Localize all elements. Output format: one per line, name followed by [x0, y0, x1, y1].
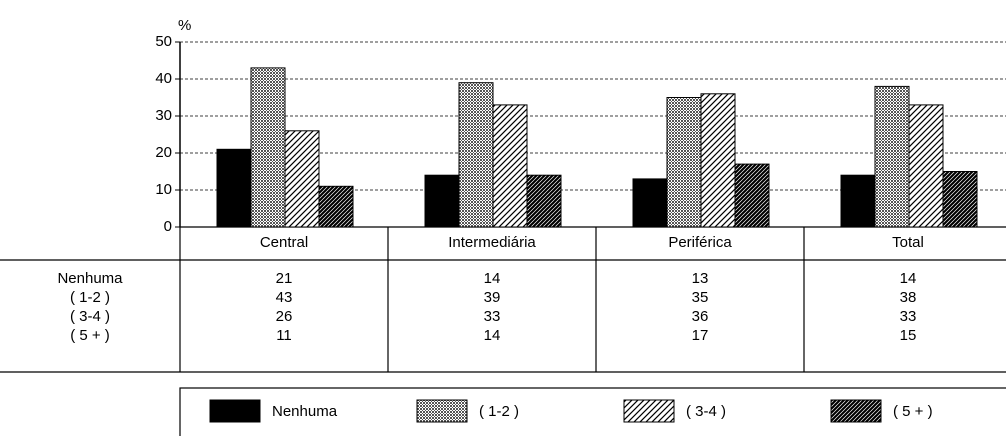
y-tick-label: 0: [164, 218, 172, 235]
legend-label: ( 1-2 ): [479, 403, 519, 420]
table-value: 33: [900, 308, 917, 325]
table-value: 43: [276, 289, 293, 306]
y-tick-label: 10: [155, 181, 172, 198]
legend-swatch: [209, 399, 261, 423]
bar: [318, 185, 354, 228]
table-value: 33: [484, 308, 501, 325]
legend-label: Nenhuma: [272, 403, 338, 420]
table-row-label: ( 3-4 ): [70, 308, 110, 325]
table-row-label: ( 5 + ): [70, 327, 110, 344]
bar: [250, 67, 286, 228]
bar: [874, 85, 910, 228]
table-value: 39: [484, 289, 501, 306]
bar: [666, 97, 702, 228]
bar: [458, 82, 494, 228]
bar: [840, 174, 876, 228]
category-label: Intermediária: [448, 234, 536, 251]
y-tick-label: 40: [155, 70, 172, 87]
bar: [492, 104, 528, 228]
category-label: Total: [892, 234, 924, 251]
bar: [526, 174, 562, 228]
y-axis-label: %: [178, 17, 191, 34]
table-value: 15: [900, 327, 917, 344]
category-label: Central: [260, 234, 308, 251]
bar: [632, 178, 668, 228]
bar: [284, 130, 320, 228]
table-value: 13: [692, 270, 709, 287]
y-tick-label: 30: [155, 107, 172, 124]
table-value: 17: [692, 327, 709, 344]
y-tick-label: 50: [155, 33, 172, 50]
legend-swatch: [830, 399, 882, 423]
bar: [942, 171, 978, 228]
table-value: 38: [900, 289, 917, 306]
table-row-label: Nenhuma: [57, 270, 123, 287]
table-value: 21: [276, 270, 293, 287]
legend-swatch: [416, 399, 468, 423]
table-value: 36: [692, 308, 709, 325]
bar: [908, 104, 944, 228]
legend-swatch: [623, 399, 675, 423]
table-value: 11: [276, 327, 292, 344]
table-value: 14: [484, 270, 501, 287]
bar: [734, 163, 770, 228]
bar: [424, 174, 460, 228]
legend-label: ( 5 + ): [893, 403, 933, 420]
table-row-label: ( 1-2 ): [70, 289, 110, 306]
legend-label: ( 3-4 ): [686, 403, 726, 420]
table-value: 35: [692, 289, 709, 306]
bar: [700, 93, 736, 228]
table-value: 26: [276, 308, 293, 325]
y-tick-label: 20: [155, 144, 172, 161]
table-value: 14: [900, 270, 917, 287]
table-value: 14: [484, 327, 501, 344]
category-label: Periférica: [668, 234, 732, 251]
bar: [216, 148, 252, 228]
